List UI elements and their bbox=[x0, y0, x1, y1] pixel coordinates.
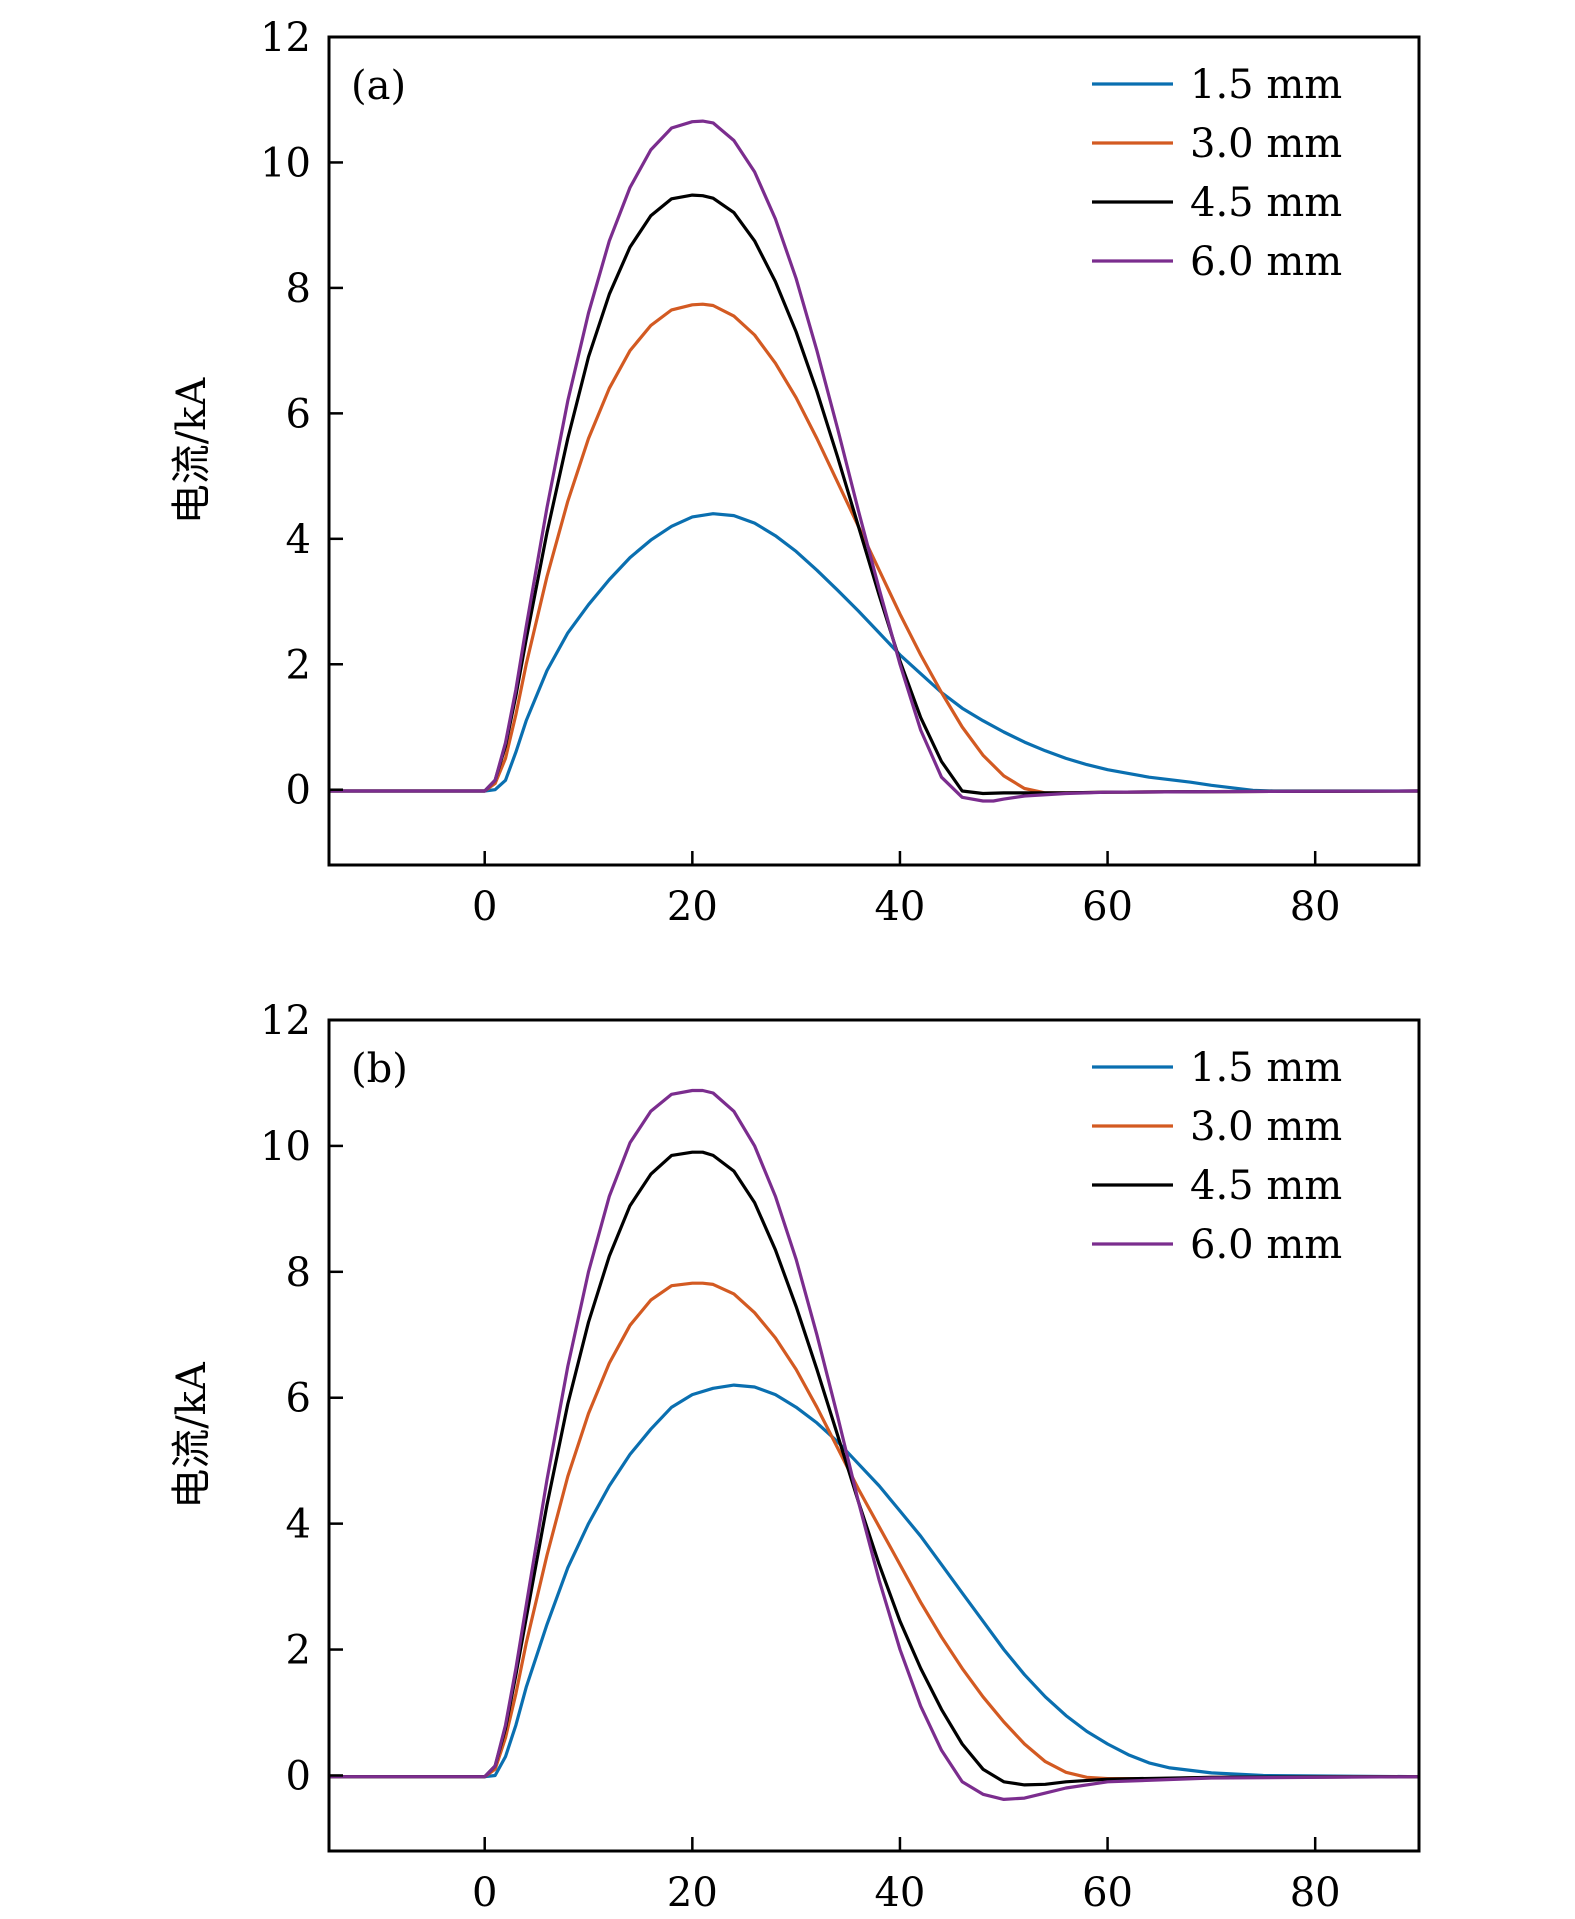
series-group bbox=[329, 119, 1419, 803]
x-tick-label: 40 bbox=[874, 884, 925, 930]
y-tick-label: 6 bbox=[286, 391, 311, 437]
series-line-6-0-mm bbox=[329, 1088, 1419, 1802]
legend-label: 4.5 mm bbox=[1190, 180, 1342, 226]
y-tick-label: 2 bbox=[286, 642, 311, 688]
panel-label: (a) bbox=[351, 63, 406, 109]
chart-panel-a: 0 20 40 60 80 0 2 4 6 8 10 12 电流/kA (a) 1.5 mm 3.0 mm 4.… bbox=[169, 15, 1421, 930]
panel-label: (b) bbox=[351, 1046, 408, 1092]
y-axis-label: 电流/kA bbox=[169, 1361, 215, 1509]
x-tick-label: 40 bbox=[874, 1870, 925, 1916]
legend-label: 6.0 mm bbox=[1190, 239, 1342, 285]
legend-item: 1.5 mm bbox=[1092, 62, 1342, 108]
y-tick-label: 8 bbox=[286, 266, 311, 312]
legend-item: 6.0 mm bbox=[1092, 239, 1342, 285]
series-group bbox=[329, 1088, 1419, 1802]
x-tick-label: 60 bbox=[1082, 1870, 1133, 1916]
y-tick-label: 12 bbox=[260, 998, 311, 1044]
series-line-1-5-mm bbox=[329, 1383, 1419, 1779]
series-line-3-0-mm bbox=[329, 1281, 1419, 1781]
legend-item: 1.5 mm bbox=[1092, 1045, 1342, 1091]
y-tick-label: 0 bbox=[286, 768, 311, 814]
axes-frame bbox=[327, 35, 1421, 867]
legend-item: 3.0 mm bbox=[1092, 1104, 1342, 1150]
x-tick-label: 20 bbox=[667, 1870, 718, 1916]
series-line-4-5-mm bbox=[329, 193, 1419, 796]
chart-panel-b: 0 20 40 60 80 0 2 4 6 8 10 12 电流/kA (b) 1.5 mm 3.0 mm 4.… bbox=[169, 998, 1421, 1916]
series-line-1-5-mm bbox=[329, 512, 1419, 793]
y-tick-label: 0 bbox=[286, 1753, 311, 1799]
legend: 1.5 mm 3.0 mm 4.5 mm 6.0 mm bbox=[1092, 1045, 1342, 1268]
legend: 1.5 mm 3.0 mm 4.5 mm 6.0 mm bbox=[1092, 62, 1342, 285]
y-tick-label: 4 bbox=[286, 1502, 311, 1548]
series-line-4-5-mm bbox=[329, 1150, 1419, 1787]
legend-label: 3.0 mm bbox=[1190, 1104, 1342, 1150]
legend-label: 1.5 mm bbox=[1190, 1045, 1342, 1091]
x-tick-label: 60 bbox=[1082, 884, 1133, 930]
y-tick-label: 12 bbox=[260, 15, 311, 61]
legend-item: 3.0 mm bbox=[1092, 121, 1342, 167]
series-line-3-0-mm bbox=[329, 302, 1419, 795]
legend-label: 1.5 mm bbox=[1190, 62, 1342, 108]
legend-label: 6.0 mm bbox=[1190, 1222, 1342, 1268]
x-tick-label: 80 bbox=[1290, 884, 1341, 930]
y-tick-label: 2 bbox=[286, 1628, 311, 1674]
y-axis-label: 电流/kA bbox=[169, 377, 215, 525]
legend-item: 4.5 mm bbox=[1092, 1163, 1342, 1209]
series-line-6-0-mm bbox=[329, 119, 1419, 803]
legend-label: 4.5 mm bbox=[1190, 1163, 1342, 1209]
y-tick-label: 4 bbox=[286, 517, 311, 563]
y-tick-label: 10 bbox=[260, 140, 311, 186]
x-tick-label: 80 bbox=[1290, 1870, 1341, 1916]
y-tick-label: 8 bbox=[286, 1250, 311, 1296]
y-tick-label: 10 bbox=[260, 1124, 311, 1170]
x-tick-label: 0 bbox=[472, 1870, 497, 1916]
legend-item: 6.0 mm bbox=[1092, 1222, 1342, 1268]
x-tick-label: 20 bbox=[667, 884, 718, 930]
legend-item: 4.5 mm bbox=[1092, 180, 1342, 226]
axes-frame bbox=[327, 1018, 1421, 1853]
x-tick-label: 0 bbox=[472, 884, 497, 930]
legend-label: 3.0 mm bbox=[1190, 121, 1342, 167]
y-tick-label: 6 bbox=[286, 1376, 311, 1422]
